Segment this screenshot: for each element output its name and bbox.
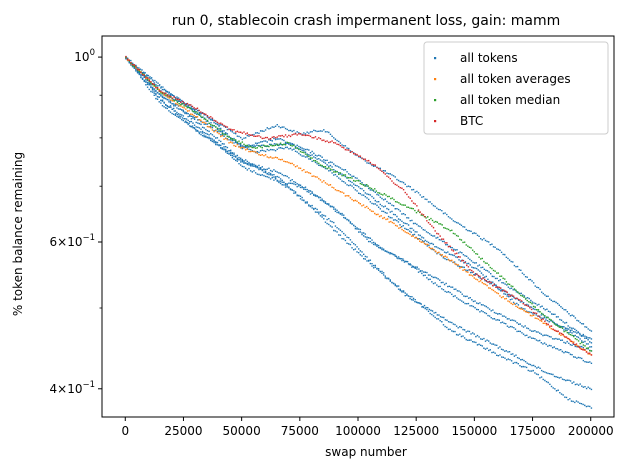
y-tick-label: 4×10−1 [50,380,96,396]
x-tick-label: 200000 [568,424,614,438]
x-tick-label: 25000 [164,424,202,438]
legend-marker [434,57,437,60]
x-tick-label: 75000 [281,424,319,438]
chart-title: run 0, stablecoin crash impermanent loss… [172,13,561,29]
x-tick-label: 175000 [510,424,556,438]
y-tick-label: 6×10−1 [50,233,96,249]
x-tick-label: 50000 [223,424,261,438]
legend-label: all token median [460,93,560,107]
x-tick-label: 150000 [451,424,497,438]
legend-marker [434,78,437,81]
legend: all tokens all token averages all token me… [423,41,609,135]
x-axis-label: swap number [325,445,407,459]
legend-label: all tokens [460,51,518,65]
legend-label: BTC [460,114,483,128]
legend-marker [434,120,437,123]
x-tick-label: 100000 [335,424,381,438]
y-axis: 100 6×10−1 4×10−1 [50,48,102,396]
y-tick-label: 100 [74,48,95,64]
legend-marker [434,99,437,102]
x-tick-label: 125000 [393,424,439,438]
y-axis-label: % token balance remaining [11,152,25,316]
legend-box [423,41,609,135]
x-axis: 0 25000 50000 75000 100000 125000 150000 175000… [121,417,614,438]
x-tick-label: 0 [121,424,129,438]
legend-label: all token averages [460,72,571,86]
